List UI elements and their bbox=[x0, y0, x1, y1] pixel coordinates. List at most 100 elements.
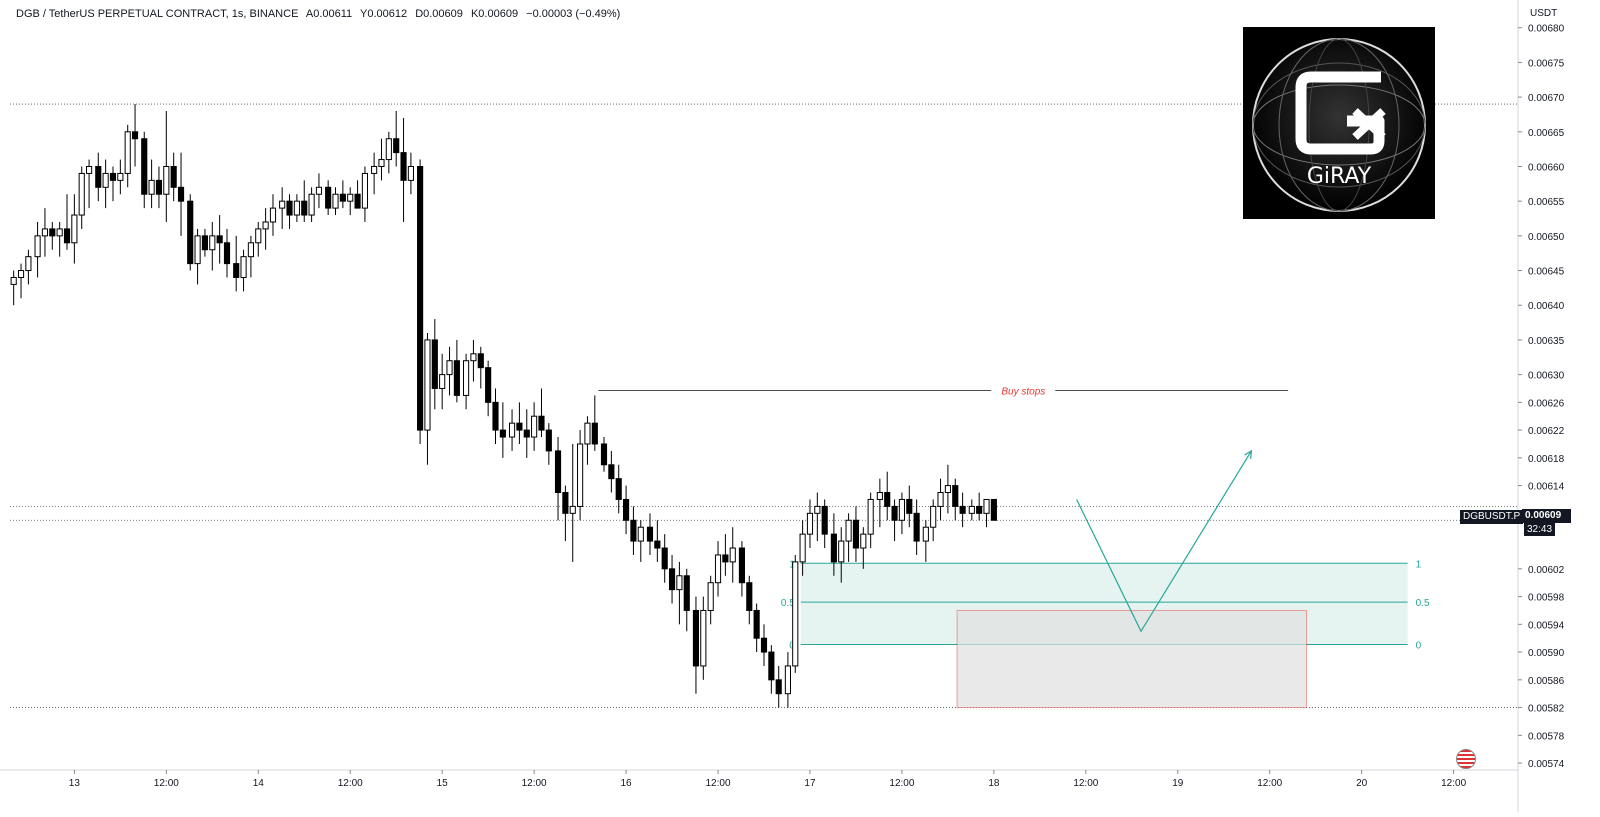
candle-body bbox=[661, 547, 668, 570]
candle-body bbox=[768, 651, 775, 681]
y-tick-label: 0.00660 bbox=[1528, 162, 1565, 173]
candle-body bbox=[117, 172, 124, 181]
candle-body bbox=[898, 498, 906, 521]
symbol-title: DGB / TetherUS PERPETUAL CONTRACT, 1s, B… bbox=[16, 8, 299, 20]
candle-body bbox=[286, 200, 293, 216]
y-tick-label: 0.00640 bbox=[1528, 301, 1565, 312]
y-tick-label: 0.00655 bbox=[1528, 197, 1565, 208]
fib-label-right-level-0: 0 bbox=[1416, 640, 1422, 651]
y-tick-label: 0.00602 bbox=[1528, 565, 1565, 576]
y-tick-label: 0.00650 bbox=[1528, 232, 1565, 243]
candle-body bbox=[339, 193, 346, 202]
y-axis-currency: USDT bbox=[1530, 8, 1557, 19]
candle-body bbox=[577, 443, 584, 507]
candle-body bbox=[477, 353, 484, 369]
candle-body bbox=[952, 485, 959, 507]
candle-body bbox=[216, 235, 223, 244]
candle-body bbox=[56, 228, 63, 237]
y-tick-label: 0.00635 bbox=[1528, 336, 1565, 347]
candle-body bbox=[431, 339, 438, 389]
candle-body bbox=[95, 165, 102, 188]
y-tick-label: 0.00630 bbox=[1528, 371, 1565, 382]
candle-body bbox=[508, 422, 516, 438]
candle-body bbox=[262, 221, 269, 230]
candle-body bbox=[722, 554, 729, 563]
candle-body bbox=[41, 228, 49, 237]
projection-arrow-head bbox=[1244, 449, 1253, 459]
x-tick-label: 20 bbox=[1356, 778, 1368, 789]
candle-body bbox=[700, 609, 707, 667]
candle-body bbox=[131, 131, 139, 140]
candle-body bbox=[884, 492, 891, 507]
x-tick-label: 15 bbox=[437, 778, 449, 789]
candle-body bbox=[937, 492, 944, 507]
candle-body bbox=[71, 214, 78, 244]
candle-body bbox=[308, 193, 315, 216]
candle-body bbox=[775, 679, 782, 695]
candle-body bbox=[124, 131, 131, 174]
candle-body bbox=[25, 256, 32, 272]
fib-label-right-level-1: 1 bbox=[1416, 559, 1422, 570]
current-price-label: 0.00609 bbox=[1522, 509, 1571, 523]
candle-body bbox=[201, 235, 209, 251]
candle-body bbox=[784, 665, 791, 695]
fib-label-right-level-05: 0.5 bbox=[1416, 598, 1430, 609]
candle-body bbox=[891, 505, 898, 521]
candle-body bbox=[34, 235, 41, 258]
candle-body bbox=[990, 498, 997, 521]
candle-body bbox=[683, 575, 690, 611]
y-tick-label: 0.00645 bbox=[1528, 267, 1565, 278]
x-tick-label: 12:00 bbox=[522, 778, 547, 789]
chart-header: DGB / TetherUS PERPETUAL CONTRACT, 1s, B… bbox=[16, 8, 625, 20]
candle-body bbox=[545, 429, 552, 452]
x-tick-label: 16 bbox=[621, 778, 633, 789]
candle-body bbox=[255, 228, 262, 244]
x-tick-label: 17 bbox=[804, 778, 816, 789]
candle-body bbox=[141, 138, 148, 195]
candle-body bbox=[569, 505, 576, 514]
ohlc-change: −0.00003 (−0.49%) bbox=[526, 8, 621, 20]
candle-body bbox=[906, 498, 913, 514]
us-flag-icon[interactable] bbox=[1456, 749, 1476, 769]
candle-body bbox=[922, 526, 929, 542]
candle-body bbox=[630, 519, 637, 542]
candle-body bbox=[424, 339, 431, 431]
candle-body bbox=[876, 492, 883, 500]
candle-body bbox=[63, 228, 71, 244]
candle-body bbox=[516, 422, 523, 431]
candle-body bbox=[269, 207, 277, 223]
ohlc-low: D0.00609 bbox=[415, 8, 463, 20]
y-tick-label: 0.00670 bbox=[1528, 93, 1565, 104]
candle-body bbox=[385, 138, 392, 161]
candle-body bbox=[371, 165, 378, 174]
candle-body bbox=[463, 360, 470, 396]
x-tick-label: 12:00 bbox=[1441, 778, 1466, 789]
candle-body bbox=[944, 485, 951, 494]
candle-body bbox=[102, 172, 109, 188]
x-tick-label: 12:00 bbox=[154, 778, 179, 789]
candle-body bbox=[591, 422, 598, 445]
candle-body bbox=[860, 533, 867, 549]
candle-body bbox=[600, 443, 608, 466]
candle-body bbox=[913, 512, 920, 542]
candle-body bbox=[983, 498, 990, 514]
ohlc-close: K0.00609 bbox=[470, 8, 519, 20]
candle-body bbox=[714, 554, 722, 584]
candle-body bbox=[746, 582, 753, 611]
candle-body bbox=[315, 186, 323, 195]
candle-body bbox=[760, 637, 768, 653]
candle-body bbox=[523, 429, 530, 438]
y-tick-label: 0.00578 bbox=[1528, 731, 1565, 742]
candle-body bbox=[867, 498, 874, 535]
candle-body bbox=[240, 256, 247, 278]
y-tick-label: 0.00598 bbox=[1528, 593, 1565, 604]
candle-body bbox=[233, 263, 240, 278]
candle-body bbox=[676, 575, 683, 591]
candle-body bbox=[792, 561, 799, 667]
y-tick-label: 0.00622 bbox=[1528, 426, 1565, 437]
candle-body bbox=[86, 165, 93, 174]
candle-body bbox=[959, 505, 966, 514]
candle-body bbox=[177, 186, 185, 202]
x-tick-label: 19 bbox=[1172, 778, 1184, 789]
symbol-price-tag: DGBUSDT.P bbox=[1460, 510, 1524, 524]
